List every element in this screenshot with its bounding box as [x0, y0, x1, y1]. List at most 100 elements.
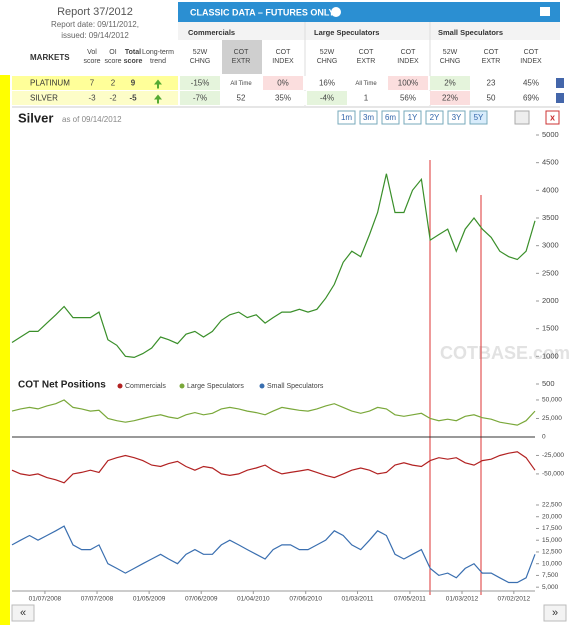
- cell-bg: [180, 76, 220, 90]
- cell-bg: [180, 91, 220, 105]
- table-rows: PLATINUM 7 2 9 -15% All Time 0% 16% All Time 100%…: [12, 76, 564, 105]
- header: COT: [484, 49, 500, 56]
- close-button[interactable]: [545, 110, 560, 125]
- range-button[interactable]: [447, 110, 466, 125]
- cell: All Time: [355, 81, 377, 87]
- header: COT: [234, 49, 250, 56]
- market: PLATINUM: [30, 79, 70, 88]
- cell-bg: [430, 91, 470, 105]
- range-label[interactable]: 3Y: [452, 113, 462, 122]
- range-button[interactable]: [359, 110, 378, 125]
- score: -2: [109, 94, 117, 103]
- y-tick-label: 3000: [542, 241, 559, 250]
- prev-icon[interactable]: «: [20, 607, 26, 619]
- range-label[interactable]: 2Y: [430, 113, 440, 122]
- prev-button[interactable]: [11, 604, 35, 622]
- cell: 50: [487, 94, 496, 103]
- cell: 1: [364, 94, 369, 103]
- header: Vol: [87, 49, 97, 56]
- cell: 100%: [398, 79, 418, 88]
- y-tick-label: 25,000: [542, 415, 562, 422]
- y-tick-label: 50,000: [542, 397, 562, 404]
- y-tick-label: -50,000: [542, 471, 564, 478]
- close-icon[interactable]: x: [550, 112, 555, 122]
- header: Total: [125, 49, 141, 56]
- header: score: [124, 58, 143, 65]
- cell: -7%: [193, 94, 207, 103]
- x-tick-label: 01/07/2008: [29, 596, 62, 603]
- legend-label: Small Speculators: [267, 383, 324, 390]
- cell: -15%: [191, 79, 210, 88]
- cell: 56%: [400, 94, 416, 103]
- range-button[interactable]: [337, 110, 356, 125]
- next-button[interactable]: [543, 604, 567, 622]
- range-button[interactable]: [381, 110, 400, 125]
- cell: All Time: [230, 81, 252, 87]
- y-tick-label: 17,500: [542, 525, 562, 532]
- y-tick-label: 7,500: [542, 572, 559, 579]
- cell: 52: [237, 94, 246, 103]
- legend-label: Commercials: [125, 383, 166, 390]
- y-tick-label: -25,000: [542, 452, 564, 459]
- column-headers: Vol score OI score Total score Long-term trend 5…: [83, 49, 542, 65]
- y-tick-label: 2500: [542, 268, 559, 277]
- range-label[interactable]: 1m: [341, 113, 352, 122]
- scroll-arrow: [556, 78, 564, 88]
- header: CHNG: [190, 58, 211, 65]
- range-button[interactable]: [403, 110, 422, 125]
- cell-bg: [430, 76, 470, 90]
- header: COT: [359, 49, 375, 56]
- y-tick-label: 2000: [542, 296, 559, 305]
- header: EXTR: [232, 58, 251, 65]
- y-tick-label: 3500: [542, 213, 559, 222]
- series-line: [11, 525, 536, 584]
- y-tick-label: 4000: [542, 185, 559, 194]
- y-tick-label: 5,000: [542, 584, 559, 591]
- header: EXTR: [482, 58, 501, 65]
- y-tick-label: 10,000: [542, 560, 562, 567]
- row-bg: [12, 91, 178, 105]
- sorted-column[interactable]: [222, 40, 262, 74]
- score: 7: [90, 79, 95, 88]
- range-label[interactable]: 1Y: [408, 113, 418, 122]
- header: INDEX: [520, 58, 542, 65]
- header: OI: [109, 49, 116, 56]
- print-icon[interactable]: [540, 7, 550, 16]
- cell: 22%: [442, 94, 458, 103]
- y-tick-label: 5000: [542, 130, 559, 139]
- score: 9: [131, 79, 136, 88]
- header: Long-term: [142, 49, 174, 56]
- header: 52W: [193, 49, 208, 56]
- y-tick-label: 500: [542, 379, 555, 388]
- banner: [178, 2, 560, 22]
- score: 2: [111, 79, 116, 88]
- help-icon[interactable]: [331, 7, 341, 17]
- range-label[interactable]: 5Y: [474, 113, 484, 122]
- x-tick-label: 07/07/2008: [81, 596, 114, 603]
- header: 52W: [443, 49, 458, 56]
- header: score: [83, 58, 100, 65]
- net-title: COT Net Positions: [18, 380, 106, 391]
- print-button[interactable]: [514, 110, 530, 125]
- range-button[interactable]: [425, 110, 444, 125]
- y-tick-label: 15,000: [542, 537, 562, 544]
- y-tick-label: 20,000: [542, 513, 562, 520]
- report-title: Report 37/2012: [57, 6, 133, 18]
- cell: 0%: [277, 79, 289, 88]
- header: MARKETS: [30, 53, 70, 62]
- watermark: COTBASE.com: [440, 343, 570, 363]
- cell: 23: [487, 79, 496, 88]
- header: 52W: [320, 49, 335, 56]
- y-tick-label: 0: [542, 434, 546, 441]
- selection-bar: [0, 75, 10, 625]
- header: INDEX: [397, 58, 419, 65]
- legend-marker: [179, 383, 185, 389]
- next-icon[interactable]: »: [552, 607, 558, 619]
- range-label[interactable]: 6m: [385, 113, 396, 122]
- x-tick-label: 01/04/2010: [237, 596, 270, 603]
- scroll-arrow: [556, 93, 564, 103]
- chart-subtitle: as of 09/14/2012: [62, 115, 122, 124]
- plots: 5000 4500 4000 3500 3000 2500 2000 1500 1000 500 -…: [11, 130, 564, 603]
- range-label[interactable]: 3m: [363, 113, 374, 122]
- range-button[interactable]: [469, 110, 488, 125]
